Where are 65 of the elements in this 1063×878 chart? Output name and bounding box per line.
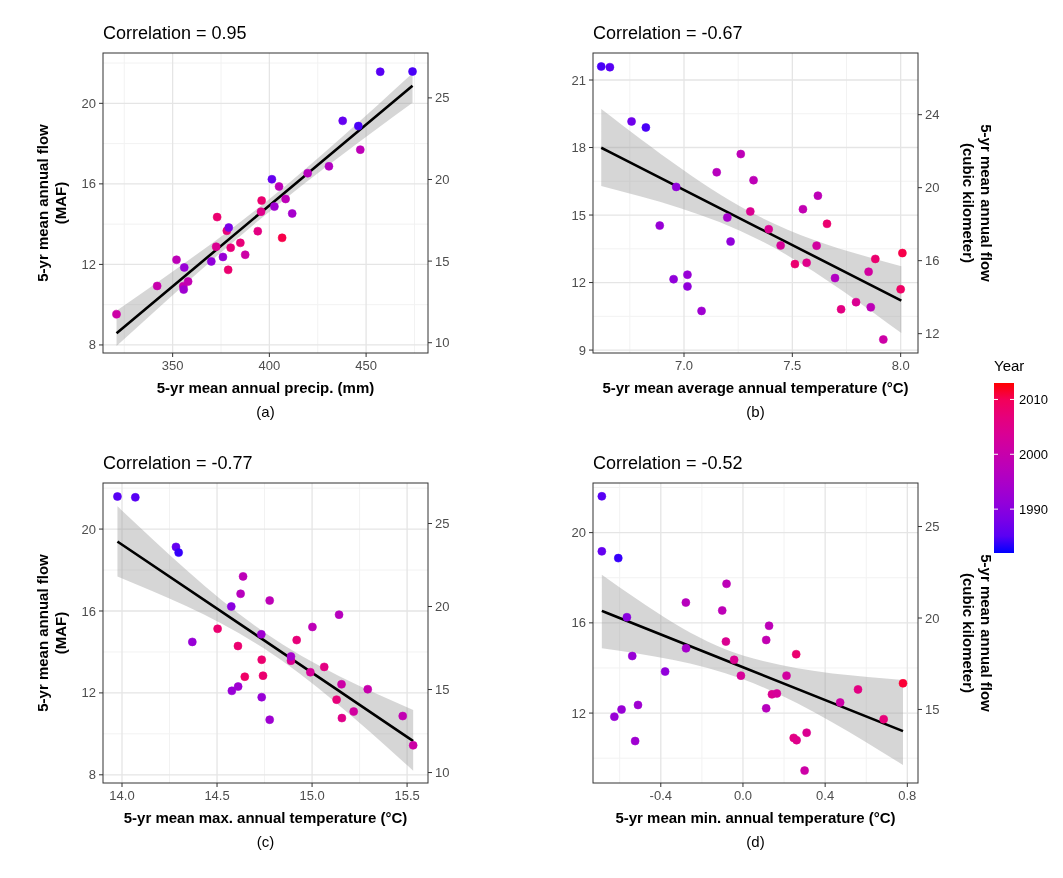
- y2-tick-label: 10: [435, 335, 450, 351]
- x-tick-label: 8.0: [891, 358, 910, 373]
- y2-tick-label: 15: [925, 702, 940, 718]
- chart-title: Correlation = -0.67: [593, 23, 743, 43]
- chart-title: Correlation = -0.77: [103, 453, 253, 473]
- y2-tick-label: 10: [435, 765, 450, 781]
- y2-tick-label: 20: [925, 180, 940, 196]
- y-tick-label: 16: [571, 615, 586, 631]
- text: (a): [256, 403, 275, 420]
- x-tick-label: 450: [355, 358, 377, 373]
- y-tick-label: 20: [81, 95, 96, 111]
- x-tick-label: 400: [258, 358, 281, 373]
- y-tick-label: 12: [571, 275, 586, 291]
- x-axis-title: 5-yr mean max. annual temperature (°C): [123, 809, 408, 826]
- text: (d): [746, 833, 765, 850]
- color-bar-label: 2000: [1019, 446, 1048, 462]
- y2-tick-label: 15: [435, 682, 450, 698]
- y-tick-label: 8: [88, 767, 96, 783]
- y-tick-label: 16: [81, 176, 96, 192]
- y-tick-label: 12: [81, 685, 96, 701]
- y-tick-label: 21: [571, 72, 586, 88]
- y-tick-label: 8: [88, 337, 96, 353]
- y2-tick-label: 16: [925, 253, 940, 269]
- y-tick-label: 12: [571, 705, 586, 721]
- x-tick-label: 0.0: [733, 788, 753, 803]
- x-tick-label: 15.5: [394, 788, 420, 803]
- x-tick-label: 0.4: [816, 788, 835, 803]
- color-bar-label: 1990: [1019, 501, 1048, 517]
- x-tick-label: 0.8: [898, 788, 917, 803]
- y2-tick-label: 20: [925, 610, 940, 626]
- y-tick-label: 18: [571, 140, 586, 156]
- x-tick-label: 14.0: [109, 788, 135, 803]
- x-tick-label: 7.5: [783, 358, 802, 373]
- x-tick-label: 15.0: [299, 788, 325, 803]
- y-tick-label: 9: [578, 342, 586, 358]
- y2-tick-label: 24: [925, 107, 940, 123]
- y2-axis-title: 5-yr mean annual flow (cubic kilometer): [960, 554, 995, 713]
- y2-tick-label: 25: [435, 90, 450, 106]
- y2-tick-label: 12: [925, 326, 940, 342]
- y-tick-label: 12: [81, 256, 96, 272]
- y2-tick-label: 20: [435, 599, 450, 615]
- x-axis-title: 5-yr mean annual precip. (mm): [156, 379, 375, 396]
- y2-axis-title: 5-yr mean annual flow (cubic kilometer): [960, 124, 995, 283]
- x-axis-title: 5-yr mean min. annual temperature (°C): [615, 809, 896, 826]
- text: (b): [746, 403, 765, 420]
- x-axis-title: 5-yr mean average annual temperature (°C): [602, 379, 909, 396]
- y-tick-label: 16: [81, 603, 96, 619]
- text: (c): [256, 833, 275, 850]
- y-tick-label: 15: [571, 207, 586, 223]
- chart-title: Correlation = 0.95: [103, 23, 247, 43]
- y2-tick-label: 15: [435, 253, 450, 269]
- y-tick-label: 20: [571, 525, 586, 541]
- x-tick-label: -0.4: [649, 788, 672, 803]
- y2-tick-label: 25: [925, 519, 940, 535]
- chart-title: Correlation = -0.52: [593, 453, 743, 473]
- color-bar-label: 2010: [1019, 392, 1048, 407]
- x-tick-label: 14.5: [204, 788, 230, 803]
- x-tick-label: 7.0: [674, 358, 694, 373]
- y2-tick-label: 25: [435, 516, 450, 532]
- y-tick-label: 20: [81, 521, 96, 537]
- y2-tick-label: 20: [435, 172, 450, 188]
- y-axis-title: 5-yr mean annual flow (MAF): [34, 123, 69, 282]
- x-tick-label: 350: [161, 358, 184, 373]
- color-bar-title: Year: [994, 357, 1025, 374]
- y-axis-title: 5-yr mean annual flow (MAF): [34, 553, 69, 712]
